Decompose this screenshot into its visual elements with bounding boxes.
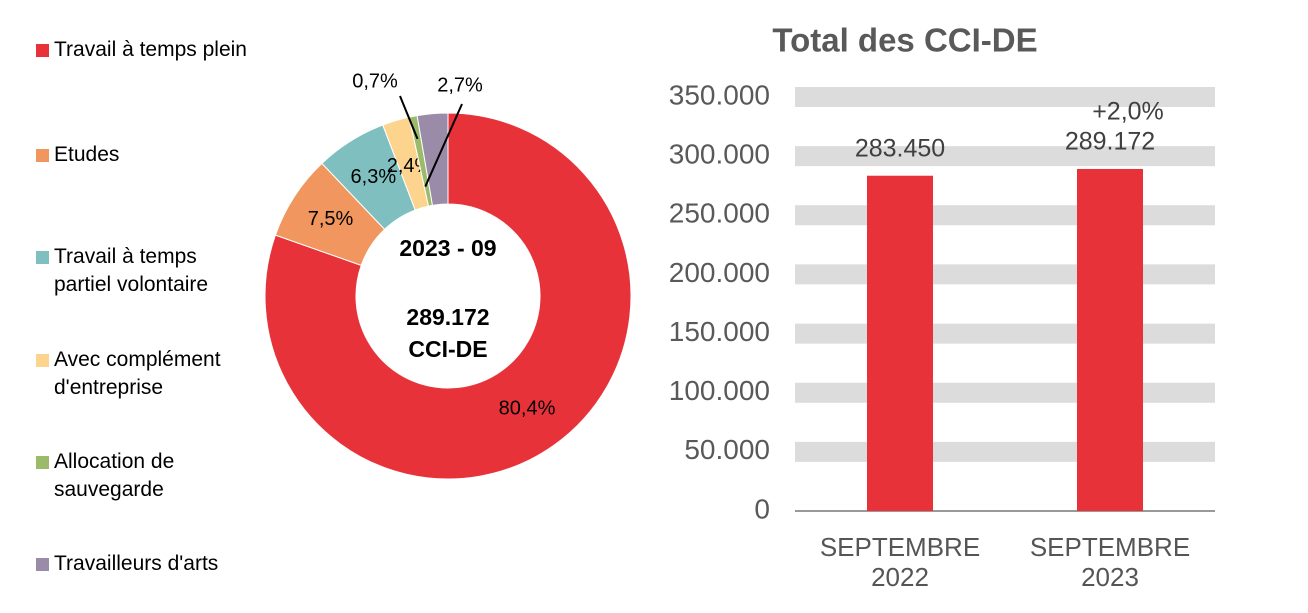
legend-label: Travail à temps plein <box>54 38 247 61</box>
center-unit: CCI-DE <box>408 336 487 362</box>
legend-swatch <box>36 44 49 57</box>
legend-item: Travail à temps partiel volontaire <box>36 243 254 299</box>
data-label: 80,4% <box>499 397 556 419</box>
legend-swatch <box>36 354 49 367</box>
x-tick-label: SEPTEMBRE 2022 <box>819 532 981 592</box>
legend-label: Allocation de sauvegarde <box>54 450 175 501</box>
leader-line <box>424 103 463 187</box>
y-tick-label: 0 <box>754 493 770 524</box>
y-tick-label: 150.000 <box>669 316 770 347</box>
legend-label: Travailleurs d'arts <box>54 552 219 575</box>
y-tick-label: 100.000 <box>669 375 770 406</box>
donut-slice <box>264 112 632 480</box>
center-value: 289.172 <box>406 304 489 330</box>
data-label: 283.450 <box>855 134 945 162</box>
bar <box>1077 168 1143 511</box>
legend-item: Travailleurs d'arts <box>36 550 254 578</box>
legend-swatch <box>36 456 49 469</box>
annotation: +2,0% <box>1092 98 1164 126</box>
legend-label: Travail à temps partiel volontaire <box>54 245 209 296</box>
bar <box>867 175 933 511</box>
data-label: 6,3% <box>351 166 397 188</box>
y-tick-label: 250.000 <box>669 198 770 229</box>
legend-item: Allocation de sauvegarde <box>36 448 254 504</box>
data-label: 289.172 <box>1065 128 1155 156</box>
legend-item: Travail à temps plein <box>36 36 254 64</box>
data-label: 2,7% <box>437 74 483 96</box>
data-label: 7,5% <box>308 208 354 230</box>
legend-label: Etudes <box>54 143 120 166</box>
leader-line <box>399 95 419 140</box>
legend-item: Etudes <box>36 141 254 169</box>
y-tick-label: 350.000 <box>669 79 770 110</box>
legend-item: Avec complément d'entreprise <box>36 346 254 402</box>
donut-slice <box>416 112 449 206</box>
chart-title: Total des CCI-DE <box>772 22 1037 59</box>
center-title: 2023 - 09 <box>399 235 496 261</box>
x-tick-label: SEPTEMBRE 2023 <box>1029 532 1191 592</box>
y-tick-label: 50.000 <box>684 434 770 465</box>
legend-label: Avec complément d'entreprise <box>54 348 221 399</box>
legend-swatch <box>36 149 49 162</box>
y-tick-label: 300.000 <box>669 139 770 170</box>
legend-swatch <box>36 558 49 571</box>
legend-swatch <box>36 251 49 264</box>
y-tick-label: 200.000 <box>669 257 770 288</box>
data-label: 0,7% <box>352 70 398 92</box>
